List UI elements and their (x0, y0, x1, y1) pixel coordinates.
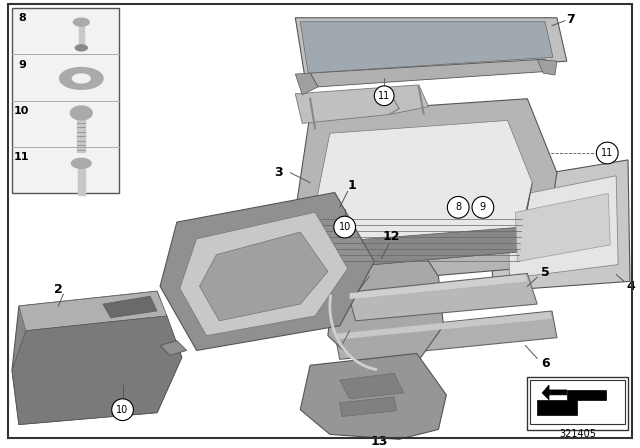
Bar (78, 167, 84, 195)
Text: 8: 8 (455, 202, 461, 212)
Polygon shape (12, 291, 182, 425)
Text: 10: 10 (339, 222, 351, 232)
Polygon shape (300, 22, 553, 73)
Polygon shape (328, 239, 444, 365)
Circle shape (596, 142, 618, 164)
Circle shape (374, 86, 394, 106)
Polygon shape (315, 183, 532, 268)
Text: 11: 11 (14, 152, 29, 162)
Polygon shape (103, 296, 157, 318)
Polygon shape (295, 73, 318, 95)
Ellipse shape (70, 106, 92, 120)
Text: 3: 3 (274, 166, 283, 179)
Text: 12: 12 (382, 230, 400, 243)
Polygon shape (180, 212, 348, 336)
Polygon shape (537, 390, 606, 415)
Text: 10: 10 (116, 405, 129, 415)
Polygon shape (295, 85, 429, 123)
Text: 10: 10 (14, 106, 29, 116)
Polygon shape (508, 176, 618, 278)
Text: 2: 2 (54, 283, 63, 296)
Polygon shape (12, 316, 182, 425)
Ellipse shape (60, 68, 103, 89)
Polygon shape (542, 385, 567, 400)
Circle shape (447, 197, 469, 218)
Polygon shape (348, 273, 537, 321)
Polygon shape (160, 340, 187, 355)
Polygon shape (295, 99, 557, 286)
Polygon shape (310, 59, 552, 87)
Polygon shape (315, 121, 532, 268)
Text: 11: 11 (378, 91, 390, 101)
Circle shape (112, 399, 133, 421)
Text: 6: 6 (541, 357, 549, 370)
Text: 1: 1 (348, 179, 356, 192)
Polygon shape (491, 160, 630, 291)
Polygon shape (335, 311, 557, 359)
Ellipse shape (74, 18, 89, 26)
Polygon shape (19, 291, 167, 331)
Polygon shape (340, 373, 404, 399)
Polygon shape (337, 312, 552, 340)
Polygon shape (537, 59, 557, 75)
Ellipse shape (76, 45, 87, 51)
Circle shape (334, 216, 356, 238)
Polygon shape (349, 275, 527, 299)
Text: 11: 11 (601, 148, 613, 158)
Polygon shape (300, 353, 446, 439)
Bar (77, 119, 85, 152)
Text: 5: 5 (541, 266, 550, 279)
Text: 321405: 321405 (559, 429, 596, 439)
Text: 7: 7 (566, 13, 575, 26)
Polygon shape (515, 194, 610, 262)
Bar (12, 8, 118, 194)
Text: 9: 9 (480, 202, 486, 212)
Bar (531, 380, 625, 423)
Polygon shape (295, 18, 567, 79)
Text: 13: 13 (371, 435, 388, 448)
Text: 8: 8 (18, 13, 26, 23)
Text: 4: 4 (627, 280, 636, 293)
Bar (527, 377, 628, 431)
Circle shape (472, 197, 493, 218)
Polygon shape (160, 193, 374, 350)
Ellipse shape (72, 159, 91, 168)
Ellipse shape (72, 74, 90, 83)
Bar (79, 22, 84, 50)
Polygon shape (200, 232, 328, 321)
Polygon shape (340, 397, 397, 417)
Text: 9: 9 (18, 60, 26, 69)
